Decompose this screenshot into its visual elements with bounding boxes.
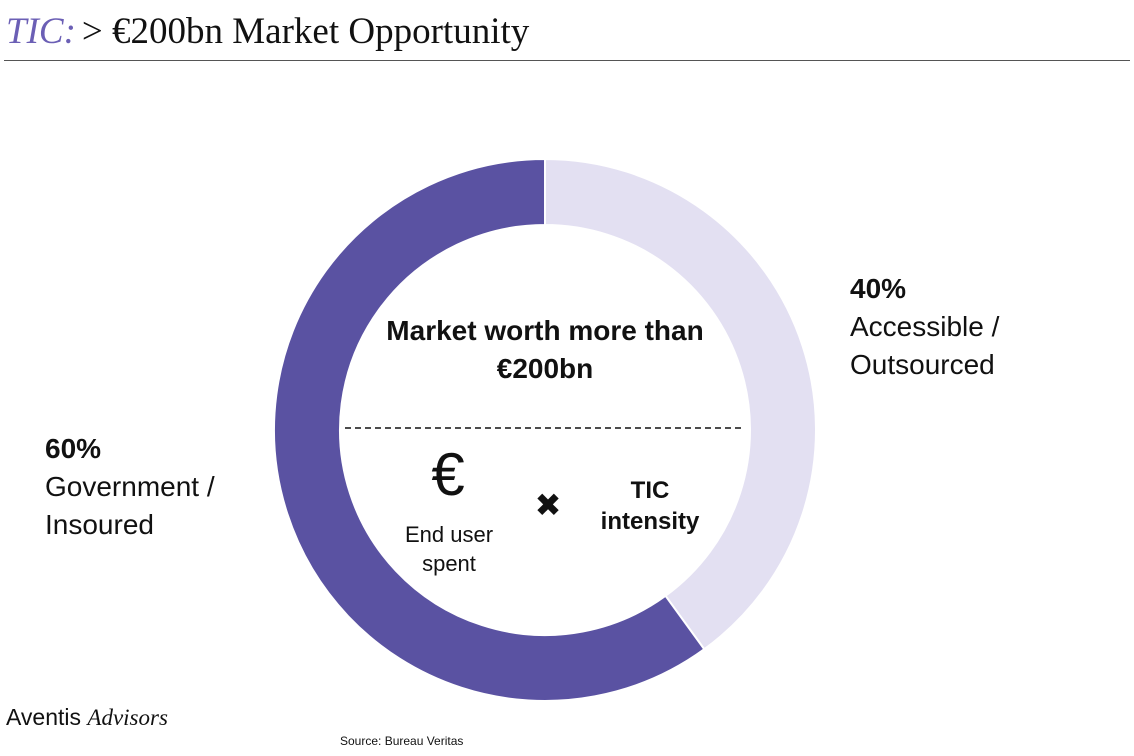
- center-note: End user spent: [404, 522, 494, 576]
- donut-segment: [273, 157, 706, 702]
- segment-label: 40% Accessible / Outsourced: [850, 270, 1050, 384]
- title: TIC: > €200bn Market Opportunity: [6, 10, 529, 53]
- segment-label: 60% Government / Insoured: [45, 430, 265, 544]
- source: Source: Bureau Veritas: [340, 734, 464, 748]
- brand-main: Aventis: [6, 704, 82, 730]
- donut-segment: [544, 157, 817, 651]
- value-label: 40%: [850, 273, 907, 304]
- title-tag: TIC:: [6, 11, 76, 52]
- value-label: 60%: [45, 433, 102, 464]
- brand-sub: Advisors: [87, 705, 168, 730]
- donut: [273, 157, 817, 702]
- center-headline: Market worth more than €200bn: [386, 315, 704, 384]
- title-rule: [4, 60, 1130, 61]
- title-text: > €200bn Market Opportunity: [81, 11, 530, 52]
- times-icon: ✖: [534, 487, 562, 523]
- euro-icon: €: [431, 441, 465, 508]
- brand: Aventis Advisors: [6, 704, 168, 731]
- center-note: TIC intensity: [600, 477, 700, 535]
- category-label: Government / Insoured: [45, 471, 215, 540]
- category-label: Accessible / Outsourced: [850, 311, 1000, 380]
